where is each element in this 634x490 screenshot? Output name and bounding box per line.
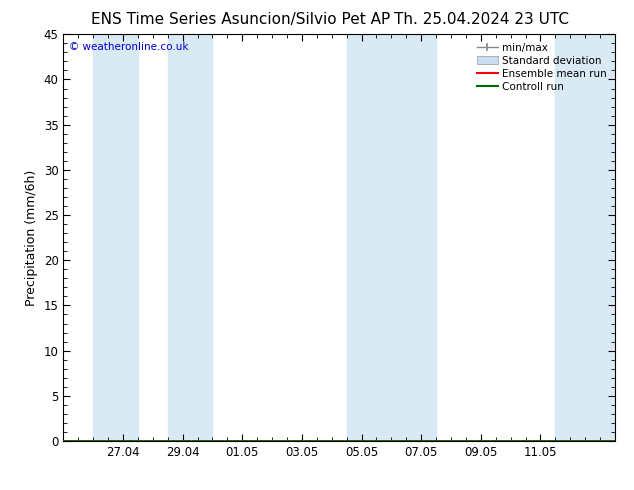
Bar — [555, 34, 615, 441]
Text: Th. 25.04.2024 23 UTC: Th. 25.04.2024 23 UTC — [394, 12, 569, 27]
Text: ENS Time Series Asuncion/Silvio Pet AP: ENS Time Series Asuncion/Silvio Pet AP — [91, 12, 391, 27]
Bar — [347, 34, 391, 441]
Bar — [391, 34, 436, 441]
Bar — [93, 34, 138, 441]
Bar — [168, 34, 212, 441]
Y-axis label: Precipitation (mm/6h): Precipitation (mm/6h) — [25, 170, 38, 306]
Text: © weatheronline.co.uk: © weatheronline.co.uk — [69, 43, 188, 52]
Legend: min/max, Standard deviation, Ensemble mean run, Controll run: min/max, Standard deviation, Ensemble me… — [474, 40, 610, 95]
